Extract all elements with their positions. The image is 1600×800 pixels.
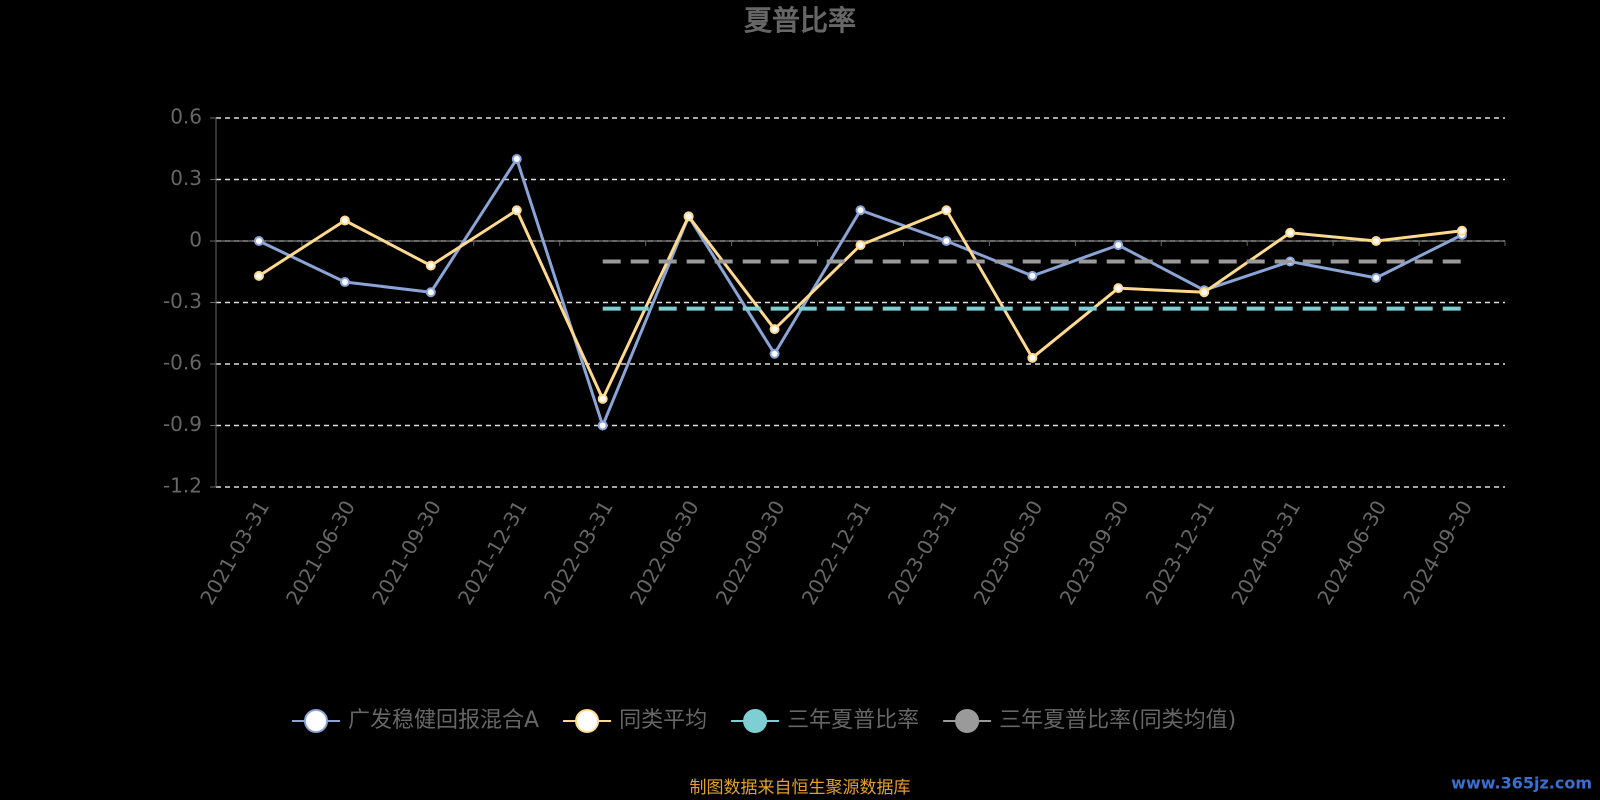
- y-tick-label: -1.2: [163, 474, 202, 498]
- point: [941, 236, 952, 246]
- y-tick-label: 0.3: [170, 166, 202, 190]
- point: [1027, 270, 1038, 281]
- point: [1371, 236, 1382, 246]
- point: [1457, 225, 1468, 236]
- point: [941, 205, 952, 216]
- point: [339, 277, 350, 287]
- point: [1113, 240, 1124, 251]
- y-tick-label: -0.3: [163, 289, 202, 313]
- point: [597, 393, 608, 404]
- point: [253, 270, 264, 281]
- x-tick-label: 2021-09-30: [367, 496, 446, 609]
- watermark: www.365jz.com: [1451, 774, 1592, 793]
- legend-label: 同类平均: [619, 708, 707, 733]
- chart-title: 夏普比率: [744, 4, 856, 37]
- x-tick-label: 2024-09-30: [1398, 496, 1477, 609]
- point: [855, 205, 866, 216]
- x-tick-label: 2022-09-30: [711, 496, 790, 609]
- legend-marker: [955, 709, 980, 733]
- point: [683, 211, 694, 222]
- legend-item: 三年夏普比率: [731, 708, 919, 733]
- y-tick-label: 0: [189, 228, 202, 252]
- legend-marker: [743, 709, 768, 733]
- point: [1113, 283, 1124, 294]
- point: [511, 154, 522, 164]
- legend-item: 广发稳健回报混合A: [292, 708, 539, 733]
- x-tick-label: 2022-06-30: [625, 496, 704, 609]
- point: [1027, 352, 1038, 363]
- point: [511, 205, 522, 216]
- legend-marker: [575, 709, 600, 733]
- legend-item: 三年夏普比率(同类均值): [943, 708, 1236, 733]
- series-line: [258, 155, 1463, 430]
- x-tick-label: 2022-03-31: [539, 496, 618, 609]
- x-tick-label: 2022-12-31: [797, 496, 876, 609]
- x-tick-label: 2023-12-31: [1140, 496, 1219, 609]
- legend-label: 三年夏普比率(同类均值): [999, 708, 1236, 733]
- x-tick-label: 2024-06-30: [1312, 496, 1391, 609]
- legend-marker: [304, 709, 328, 733]
- point: [1371, 272, 1382, 283]
- y-tick-label: -0.9: [163, 412, 202, 436]
- point: [1199, 287, 1210, 298]
- x-tick-label: 2021-03-31: [195, 496, 274, 609]
- point: [253, 236, 264, 246]
- x-tick-label: 2023-06-30: [969, 496, 1048, 609]
- point: [1285, 227, 1296, 238]
- legend-label: 广发稳健回报混合A: [348, 708, 539, 733]
- x-tick-label: 2021-12-31: [453, 496, 532, 609]
- x-tick-label: 2023-03-31: [883, 496, 962, 609]
- point: [769, 324, 780, 335]
- x-tick-label: 2024-03-31: [1226, 496, 1305, 609]
- series-line: [258, 208, 1463, 403]
- y-tick-label: 0.6: [170, 105, 202, 129]
- point: [855, 240, 866, 251]
- point: [425, 260, 436, 271]
- x-tick-label: 2021-06-30: [281, 496, 360, 609]
- point: [425, 287, 436, 298]
- point: [597, 420, 608, 431]
- source-note: 制图数据来自恒生聚源数据库: [690, 778, 911, 798]
- point: [339, 215, 350, 226]
- legend-item: 同类平均: [563, 708, 707, 733]
- point: [769, 348, 780, 359]
- legend-label: 三年夏普比率: [787, 708, 919, 733]
- x-tick-label: 2023-09-30: [1054, 496, 1133, 609]
- y-tick-label: -0.6: [163, 351, 202, 375]
